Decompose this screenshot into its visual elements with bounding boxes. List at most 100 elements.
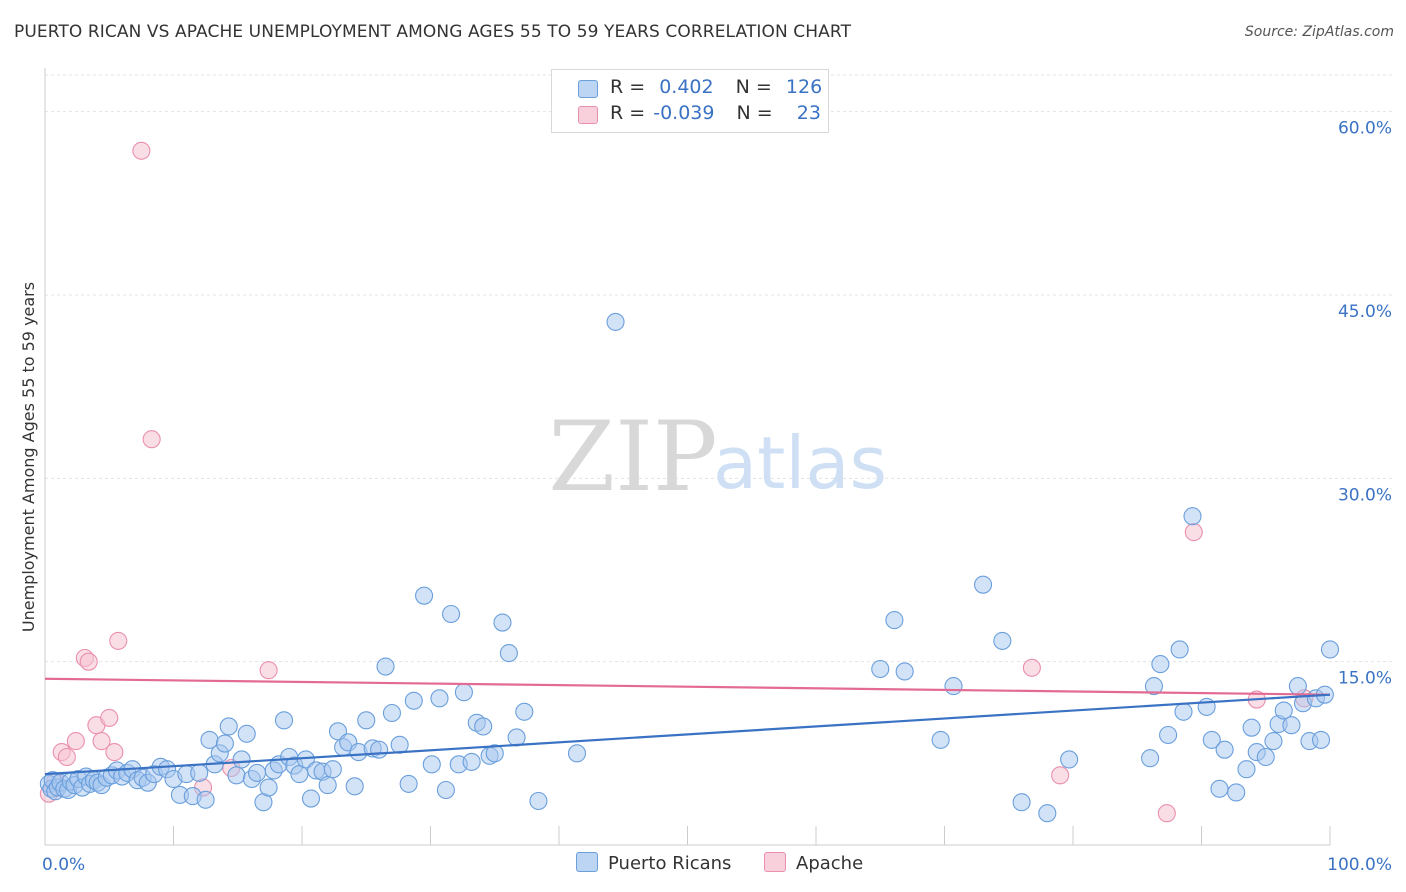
puerto-rican-point (227, 766, 246, 785)
puerto-rican-point (515, 702, 534, 721)
puerto-rican-point (259, 778, 278, 797)
puerto-rican-point (895, 662, 914, 681)
puerto-rican-point (462, 752, 481, 771)
legend-n-value: 23 (796, 102, 821, 124)
puerto-rican-point (1237, 760, 1256, 779)
watermark-atlas: atlas (713, 421, 887, 505)
apache-point (66, 732, 85, 751)
puerto-rican-point (1264, 732, 1283, 751)
puerto-rican-point (1012, 793, 1031, 812)
puerto-rican-point (196, 790, 215, 809)
series-label-puerto-ricans: Puerto Ricans (608, 853, 732, 874)
puerto-rican-point (274, 711, 294, 730)
legend-swatch-puerto-ricans (578, 80, 598, 98)
puerto-rican-point (567, 744, 587, 763)
apache-point (57, 747, 76, 767)
apache-point (79, 652, 98, 671)
puerto-rican-points (39, 312, 1340, 823)
puerto-rican-point (1060, 750, 1079, 769)
puerto-rican-point (318, 776, 337, 795)
puerto-rican-point (1215, 740, 1234, 759)
legend-n-value: 126 (785, 76, 823, 98)
puerto-rican-point (430, 689, 449, 708)
apache-point (1157, 804, 1176, 823)
puerto-rican-point (454, 683, 473, 702)
puerto-rican-point (1311, 730, 1331, 749)
apache-point (92, 732, 111, 751)
puerto-rican-point (1282, 716, 1301, 735)
puerto-rican-point (1151, 655, 1170, 674)
apache-point (259, 661, 278, 680)
puerto-rican-point (1274, 701, 1293, 720)
puerto-rican-point (370, 740, 389, 759)
puerto-rican-point (1210, 779, 1229, 798)
puerto-rican-point (1242, 718, 1261, 737)
puerto-rican-point (499, 644, 518, 663)
puerto-rican-point (247, 763, 267, 782)
puerto-rican-point (493, 613, 512, 632)
series-swatch-puerto-ricans (576, 852, 598, 872)
axes (44, 68, 1331, 846)
chart-title: PUERTO RICAN VS APACHE UNEMPLOYMENT AMON… (14, 22, 852, 42)
apache-point (100, 708, 119, 727)
puerto-rican-point (442, 604, 461, 624)
puerto-rican-point (376, 657, 395, 676)
puerto-rican-point (1320, 640, 1340, 659)
legend-n-label: N = (735, 76, 772, 98)
watermark-zip: ZIP (548, 401, 717, 513)
y-tick-label: 15.0% (1338, 669, 1392, 689)
apache-point (1022, 658, 1041, 677)
legend-r-label: R = (610, 102, 646, 124)
apache-trend-line (44, 677, 1331, 696)
puerto-rican-point (1038, 804, 1057, 823)
puerto-rican-point (215, 734, 234, 753)
puerto-rican-point (474, 717, 493, 736)
puerto-rican-point (190, 763, 209, 782)
apache-point (142, 430, 161, 449)
puerto-rican-point (871, 659, 890, 679)
puerto-rican-point (219, 717, 238, 736)
y-tick-label: 60.0% (1338, 119, 1392, 139)
puerto-rican-point (1174, 702, 1193, 721)
puerto-rican-point (1144, 677, 1164, 696)
grid-lines (45, 74, 1392, 663)
x-tick-label: 0.0% (42, 855, 85, 875)
series-legend-puerto-ricans: Puerto Ricans (576, 852, 731, 874)
trend-lines (44, 677, 1331, 776)
puerto-rican-point (944, 677, 963, 696)
x-tick-label: 100.0% (1327, 855, 1392, 875)
legend-n-label: N = (736, 102, 773, 124)
puerto-rican-point (1256, 747, 1275, 767)
correlation-legend: R = 0.402 N = 126 R = -0.039 N = 23 (551, 69, 829, 133)
puerto-rican-point (415, 586, 434, 605)
puerto-rican-point (382, 703, 402, 723)
puerto-rican-point (485, 744, 504, 763)
puerto-rican-point (507, 728, 526, 747)
apache-point (105, 743, 124, 762)
source-label: Source: ZipAtlas.com (1244, 24, 1394, 40)
puerto-rican-point (357, 711, 376, 730)
puerto-rican-point (1170, 640, 1189, 659)
apache-point (109, 631, 128, 650)
puerto-rican-point (1141, 749, 1160, 768)
puerto-rican-point (399, 774, 418, 793)
y-tick-label: 30.0% (1338, 485, 1392, 505)
puerto-rican-point (436, 780, 455, 800)
puerto-rican-point (323, 760, 342, 779)
puerto-rican-point (1227, 783, 1246, 802)
apache-point (1051, 766, 1070, 785)
series-legend-apache: Apache (764, 852, 863, 874)
puerto-rican-point (404, 691, 423, 710)
puerto-rican-point (1288, 677, 1307, 696)
puerto-rican-point (1183, 507, 1202, 526)
puerto-rican-point (232, 750, 251, 769)
puerto-rican-point (993, 631, 1012, 650)
series-label-apache: Apache (796, 853, 864, 874)
series-swatch-apache (764, 852, 786, 872)
puerto-rican-trend-line (44, 693, 1331, 776)
puerto-rican-point (345, 777, 364, 796)
y-tick-label: 45.0% (1338, 302, 1392, 322)
legend-r-value: -0.039 (653, 102, 715, 124)
puerto-rican-point (973, 575, 993, 594)
